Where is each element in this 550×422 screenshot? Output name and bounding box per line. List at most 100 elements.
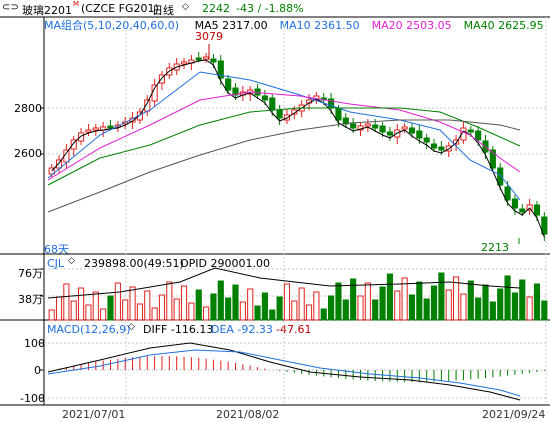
ma-legend-item: MA10 2361.50 bbox=[279, 19, 360, 32]
open-interest-value: OPID 290001.00 bbox=[180, 257, 270, 270]
candle-body bbox=[401, 126, 408, 130]
macd-chevron-icon[interactable]: ◇ bbox=[128, 322, 135, 332]
volume-bar bbox=[533, 283, 541, 321]
macd-tick-0: 0 bbox=[34, 364, 41, 377]
volume-bar bbox=[401, 277, 408, 321]
volume-chevron-icon[interactable]: ◇ bbox=[68, 256, 75, 266]
volume-bar bbox=[489, 301, 496, 321]
volume-bar bbox=[158, 294, 166, 321]
period-selector[interactable]: 日线 bbox=[152, 4, 174, 17]
volume-bar bbox=[482, 284, 489, 321]
macd-dea: DEA -92.33 bbox=[211, 323, 273, 336]
volume-bar bbox=[180, 285, 188, 321]
volume-value: 239898.00(49:51) bbox=[84, 257, 184, 270]
chart-header: ⊂⊃ 玻璃2201 M (CZCE FG201) 日线 ◇ 2242 -43 /… bbox=[0, 0, 550, 17]
volume-bar bbox=[386, 273, 393, 321]
volume-bar bbox=[526, 296, 533, 321]
volume-bar bbox=[313, 291, 320, 321]
symbol-code: (CZCE FG201) bbox=[81, 2, 159, 15]
candle-body bbox=[225, 78, 232, 91]
volume-bar bbox=[254, 305, 261, 321]
candle-body bbox=[430, 143, 438, 149]
volume-bar bbox=[372, 299, 379, 321]
volume-bar bbox=[188, 302, 195, 321]
volume-bar bbox=[335, 282, 342, 321]
candle-body bbox=[350, 123, 357, 129]
volume-bar bbox=[151, 307, 158, 321]
volume-bar bbox=[408, 294, 416, 321]
candle-body bbox=[70, 139, 77, 150]
open-interest-line bbox=[47, 267, 521, 299]
volume-bar bbox=[85, 304, 92, 321]
price-tick-2600: 2600 bbox=[14, 147, 42, 160]
candle-body bbox=[519, 208, 526, 213]
candle-body bbox=[379, 125, 386, 133]
volume-tick-38: 38万 bbox=[18, 293, 43, 306]
ma40-line bbox=[47, 107, 521, 186]
volume-bar bbox=[107, 295, 114, 321]
candle-body bbox=[261, 95, 268, 101]
volume-bar bbox=[247, 288, 254, 321]
candle-body bbox=[489, 149, 496, 169]
ma20-line bbox=[47, 91, 521, 181]
macd-label[interactable]: MACD(12,26,9) bbox=[47, 323, 131, 336]
volume-label[interactable]: CJL bbox=[47, 257, 65, 270]
volume-bar bbox=[445, 289, 452, 321]
volume-bar bbox=[328, 295, 335, 321]
candle-body bbox=[416, 130, 423, 139]
volume-bar bbox=[217, 280, 224, 321]
volume-bar bbox=[225, 297, 232, 321]
high-price-label: 3079 bbox=[195, 30, 223, 43]
candle-body bbox=[372, 124, 379, 129]
volume-bar bbox=[276, 296, 283, 321]
ma60-line bbox=[47, 119, 521, 213]
candle-body bbox=[85, 129, 92, 133]
volume-bar bbox=[541, 300, 548, 321]
symbol-name: 玻璃2201 bbox=[22, 4, 72, 17]
volume-bar bbox=[173, 298, 180, 321]
volume-bar bbox=[48, 309, 55, 321]
volume-bar bbox=[261, 292, 268, 321]
volume-bar bbox=[203, 306, 210, 321]
ma-legend: MA组合(5,10,20,40,60,0) MA5 2317.00 MA10 23… bbox=[44, 17, 550, 33]
volume-bar bbox=[519, 279, 526, 321]
candle-body bbox=[453, 139, 460, 145]
date-label-2: 2021/08/02 bbox=[216, 408, 280, 421]
candle-body bbox=[335, 108, 342, 121]
candle-body bbox=[92, 127, 99, 131]
candle-body bbox=[269, 97, 276, 111]
glasses-icon[interactable]: ⊂⊃ bbox=[2, 2, 19, 13]
candle-body bbox=[533, 204, 541, 216]
candle-body bbox=[364, 123, 371, 127]
chevron-down-icon[interactable]: ◇ bbox=[182, 2, 189, 12]
candle-body bbox=[203, 56, 210, 60]
volume-bar bbox=[511, 292, 518, 321]
candle-body bbox=[210, 58, 217, 63]
volume-bar bbox=[239, 301, 246, 321]
main-contract-badge: M bbox=[73, 0, 80, 8]
ma-legend-item: MA5 2317.00 bbox=[194, 19, 268, 32]
candle-body bbox=[541, 216, 548, 235]
ma10-line bbox=[47, 71, 521, 201]
volume-bar bbox=[460, 293, 467, 321]
volume-bar bbox=[423, 298, 430, 321]
volume-bar bbox=[100, 308, 107, 321]
volume-bar bbox=[232, 284, 239, 321]
candle-body bbox=[276, 109, 283, 119]
candle-body bbox=[497, 167, 504, 186]
volume-bar bbox=[342, 299, 349, 321]
price-tick-2800: 2800 bbox=[14, 102, 42, 115]
volume-bar bbox=[210, 293, 217, 321]
candle-body bbox=[107, 125, 114, 129]
ma5-line bbox=[51, 59, 545, 238]
candle-body bbox=[232, 87, 239, 96]
volume-bar bbox=[291, 300, 298, 321]
ma-legend-item: MA20 2503.05 bbox=[371, 19, 452, 32]
volume-bar bbox=[504, 275, 511, 321]
macd-diff: DIFF -116.13 bbox=[143, 323, 214, 336]
ma-legend-label[interactable]: MA组合(5,10,20,40,60,0) bbox=[44, 19, 180, 32]
volume-bar bbox=[166, 281, 173, 321]
candle-body bbox=[460, 127, 467, 141]
volume-bar bbox=[78, 287, 85, 321]
